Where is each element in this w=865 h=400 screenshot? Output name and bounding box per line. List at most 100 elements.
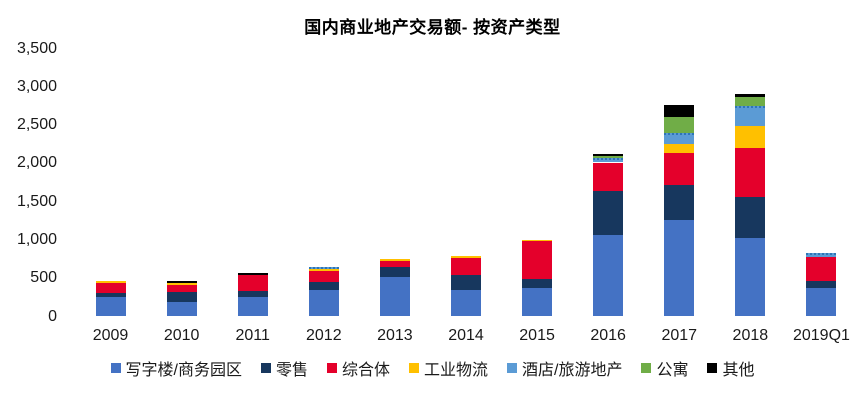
y-axis-tick-label-1500: 1,500 — [16, 192, 57, 210]
bar-segment-other-2016 — [593, 154, 624, 157]
legend-label-industrial-logistics: 工业物流 — [423, 362, 488, 379]
x-axis-label-2013: 2013 — [377, 327, 413, 344]
bar-segment-other-2018 — [735, 94, 766, 98]
bar-segment-mixed-use-2012 — [308, 270, 339, 282]
bar-group-2013 — [359, 48, 430, 316]
bar-segment-retail-2015 — [522, 279, 553, 288]
bar-segment-hotel-tourism-2018 — [735, 105, 766, 127]
bar-segment-industrial-logistics-2009 — [95, 281, 126, 284]
legend-swatch-hotel-tourism — [507, 363, 517, 373]
bar-segment-apartment-2017 — [664, 116, 695, 133]
bar-segment-mixed-use-2014 — [450, 257, 481, 276]
legend-swatch-apartment — [641, 363, 652, 373]
legend-item-retail: 零售 — [260, 356, 308, 380]
bar-segment-retail-2010 — [166, 291, 197, 302]
x-axis-label-2018: 2018 — [732, 327, 769, 344]
x-axis-label-2016: 2016 — [590, 327, 626, 344]
y-axis-tick-label-1000: 1,000 — [16, 230, 57, 248]
bar-segment-office-business-park-2010 — [166, 301, 197, 316]
bar-segment-mixed-use-2018 — [735, 147, 766, 197]
legend-swatch-industrial-logistics — [408, 363, 419, 373]
bar-segment-industrial-logistics-2018 — [735, 126, 766, 148]
bar-segment-mixed-use-2010 — [166, 285, 197, 292]
plot-area — [75, 48, 857, 316]
legend-item-other: 其他 — [707, 356, 754, 380]
bar-segment-office-business-park-2014 — [450, 289, 481, 316]
legend-item-apartment: 公寓 — [641, 356, 688, 380]
bar-segment-apartment-2016 — [593, 156, 624, 158]
x-axis-label-2017: 2017 — [661, 327, 698, 344]
y-axis-tick-label-2000: 2,000 — [16, 154, 57, 172]
legend-label-retail: 零售 — [275, 362, 308, 379]
bar-group-2017 — [644, 48, 715, 316]
legend-label-other: 其他 — [722, 362, 755, 379]
bar-segment-hotel-tourism-2019Q1 — [806, 252, 837, 258]
bar-group-2016 — [573, 48, 644, 316]
bar-segment-industrial-logistics-2012 — [308, 268, 339, 271]
x-axis-label-2010: 2010 — [163, 327, 200, 344]
bar-segment-mixed-use-2011 — [237, 275, 268, 292]
bar-segment-retail-2018 — [735, 196, 766, 238]
x-axis-label-2011: 2011 — [235, 327, 270, 344]
legend-swatch-retail — [260, 363, 271, 373]
legend-label-apartment: 公寓 — [656, 362, 689, 379]
bar-segment-industrial-logistics-2017 — [664, 143, 695, 153]
bar-group-2011 — [217, 48, 288, 316]
bar-segment-office-business-park-2017 — [664, 220, 695, 316]
legend-label-mixed-use: 综合体 — [341, 362, 390, 379]
bar-segment-office-business-park-2019Q1 — [806, 288, 837, 316]
bar-segment-other-2011 — [237, 273, 268, 276]
legend-swatch-other — [707, 363, 718, 373]
bar-segment-office-business-park-2015 — [522, 287, 553, 316]
x-axis-label-2014: 2014 — [448, 327, 484, 344]
chart-title: 国内商业地产交易额- 按资产类型 — [304, 18, 561, 37]
y-axis-tick-label-2500: 2,500 — [16, 116, 57, 134]
bar-segment-retail-2009 — [95, 292, 126, 297]
bar-segment-industrial-logistics-2013 — [379, 258, 410, 261]
bar-segment-mixed-use-2009 — [95, 283, 126, 293]
x-axis-label-2019Q1: 2019Q1 — [792, 327, 850, 344]
bar-segment-apartment-2018 — [735, 97, 766, 106]
y-axis-tick-label-500: 500 — [30, 269, 57, 287]
bar-segment-office-business-park-2009 — [95, 296, 126, 316]
bar-segment-retail-2013 — [379, 267, 410, 278]
bar-segment-retail-2019Q1 — [806, 281, 837, 289]
bar-segment-retail-2011 — [237, 291, 268, 297]
bar-group-2010 — [146, 48, 217, 316]
bar-segment-office-business-park-2018 — [735, 237, 766, 316]
bar-group-2019Q1 — [786, 48, 857, 316]
bar-segment-industrial-logistics-2010 — [166, 283, 197, 285]
bar-group-2018 — [715, 48, 786, 316]
bar-segment-office-business-park-2016 — [593, 235, 624, 316]
bar-segment-office-business-park-2011 — [237, 296, 268, 316]
bar-segment-retail-2016 — [593, 191, 624, 236]
y-axis-tick-label-0: 0 — [48, 307, 57, 325]
x-axis-label-2012: 2012 — [306, 327, 342, 344]
bar-segment-industrial-logistics-2014 — [450, 256, 481, 258]
legend-label-office-business-park: 写字楼/商务园区 — [125, 362, 242, 379]
legend-swatch-mixed-use — [326, 363, 337, 373]
x-axis: 2009 2010 2011 2012 2013 2014 2015 2016 2017 2018… — [75, 327, 857, 349]
y-axis-tick-label-3500: 3,500 — [16, 39, 57, 57]
bar-group-2012 — [288, 48, 359, 316]
bar-segment-other-2017 — [664, 105, 695, 117]
bar-segment-retail-2012 — [308, 281, 339, 290]
legend-item-office-business-park: 写字楼/商务园区 — [110, 356, 242, 380]
bar-segment-hotel-tourism-2017 — [664, 132, 695, 144]
bar-segment-mixed-use-2016 — [593, 162, 624, 192]
y-axis: 0 500 1,000 1,500 2,000 2,500 3,000 3,500 — [0, 40, 57, 325]
bar-segment-mixed-use-2015 — [522, 241, 553, 280]
legend-item-mixed-use: 综合体 — [326, 356, 390, 380]
bar-group-2009 — [75, 48, 146, 316]
bar-group-2014 — [430, 48, 501, 316]
bar-segment-hotel-tourism-2016 — [593, 157, 624, 163]
bar-segment-mixed-use-2019Q1 — [806, 257, 837, 282]
bar-segment-office-business-park-2012 — [308, 289, 339, 316]
x-axis-label-2015: 2015 — [519, 327, 555, 344]
legend: 写字楼/商务园区 零售 综合体 工业物流 酒店/旅游地产 公寓 其他 — [0, 356, 865, 380]
legend-item-industrial-logistics: 工业物流 — [408, 356, 488, 380]
legend-swatch-office-business-park — [110, 363, 121, 373]
bar-segment-retail-2014 — [450, 275, 481, 290]
bar-segment-mixed-use-2017 — [664, 152, 695, 185]
